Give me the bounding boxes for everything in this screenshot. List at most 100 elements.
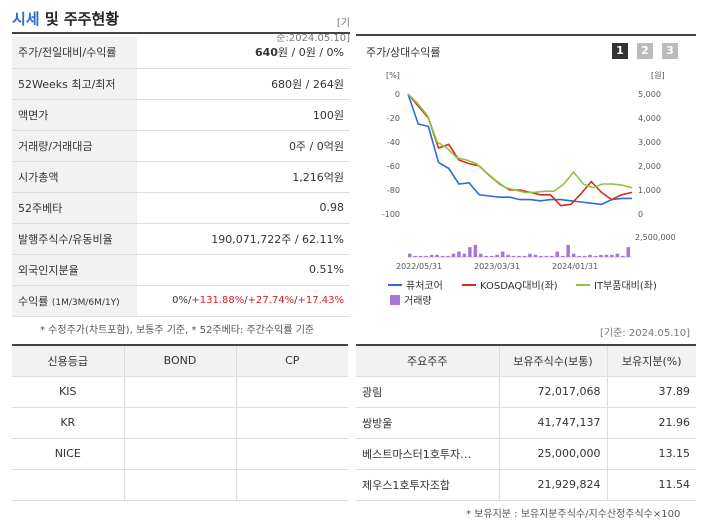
bond-cell xyxy=(123,375,237,408)
y-right-tick: 3,000 xyxy=(638,138,661,147)
table-header-row: 주요주주 보유주식수(보통) 보유지분(%) xyxy=(356,346,696,377)
table-row: KIS xyxy=(12,375,348,408)
row-label: 52Weeks 최고/최저 xyxy=(12,68,137,100)
y-left-tick: -20 xyxy=(387,114,400,123)
volume-bar xyxy=(588,254,592,257)
table-row: 거래량/거래대금 0주 / 0억원 xyxy=(12,130,350,162)
series-line xyxy=(407,93,632,206)
legend-swatch xyxy=(388,283,402,286)
volume-bar xyxy=(571,253,576,257)
row-label: 주가/전일대비/수익률 xyxy=(12,37,137,69)
row-label: 거래량/거래대금 xyxy=(12,130,137,162)
volume-bar xyxy=(544,255,549,257)
y-right-tick: 4,000 xyxy=(638,114,661,123)
quote-table: 주가/전일대비/수익률 640원 / 0원 / 0% 52Weeks 최고/최저… xyxy=(12,37,350,317)
column-header: CP xyxy=(235,346,348,377)
row-label: 52주베타 xyxy=(12,192,137,224)
holder-name: 쌍방울 xyxy=(356,406,500,439)
volume-bar xyxy=(495,254,499,257)
volume-bar xyxy=(550,255,554,257)
holder-pct: 37.89 xyxy=(606,375,696,408)
table-row: 베스트마스터1호투자… 25,000,000 13.15 xyxy=(356,437,696,470)
series-line xyxy=(407,93,633,207)
volume-bar xyxy=(451,253,456,257)
volume-bar xyxy=(440,255,445,257)
chart-panel xyxy=(356,34,696,317)
volume-tick: 2,500,000 xyxy=(635,233,676,242)
row-value: 190,071,722주 / 62.11% xyxy=(137,223,350,255)
volume-bar xyxy=(604,254,609,257)
holder-pct: 13.15 xyxy=(606,437,696,470)
row-value: 0.98 xyxy=(137,192,350,224)
volume-bar xyxy=(506,254,510,257)
volume-bar xyxy=(413,255,417,257)
volume-bar xyxy=(555,251,559,257)
x-tick: 2022/05/31 xyxy=(396,262,442,271)
table-row: 발행주식수/유동비율 190,071,722주 / 62.11% xyxy=(12,223,350,255)
volume-bar xyxy=(408,253,412,257)
left-unit: [%] xyxy=(386,71,400,80)
series-lines xyxy=(407,93,633,207)
section-title: 시세 및 주주현황 xyxy=(12,10,120,28)
agency-cell: KIS xyxy=(12,375,125,408)
row-value: 100원 xyxy=(137,99,350,131)
row-value: 680원 / 264원 xyxy=(137,68,350,100)
volume-bar xyxy=(610,254,614,257)
row-value: 640원 / 0원 / 0% xyxy=(137,37,350,69)
row-value: 0주 / 0억원 xyxy=(137,130,350,162)
legend-series-1: 퓨처코어 xyxy=(388,277,443,292)
volume-bar xyxy=(522,255,527,257)
volume-bar xyxy=(457,251,461,257)
row-value: 1,216억원 xyxy=(137,161,350,193)
volume-bar xyxy=(561,255,565,257)
bond-cell xyxy=(123,437,237,470)
column-header: 주요주주 xyxy=(356,346,500,377)
column-header: 보유지분(%) xyxy=(606,346,696,377)
holder-name: 베스트마스터1호투자… xyxy=(356,437,500,470)
holder-shares: 25,000,000 xyxy=(498,437,608,470)
volume-bar xyxy=(599,254,603,257)
x-tick: 2024/01/31 xyxy=(552,262,598,271)
cp-cell xyxy=(235,468,348,501)
volume-bar xyxy=(473,244,478,257)
bond-cell xyxy=(123,406,237,439)
series-line xyxy=(407,93,633,194)
row-label: 외국인지분율 xyxy=(12,254,137,286)
chart-tab-3[interactable]: 3 xyxy=(662,43,678,59)
y-left-tick: -40 xyxy=(387,138,400,147)
row-label: 발행주식수/유동비율 xyxy=(12,223,137,255)
holder-name: 제우스1호투자조합 xyxy=(356,468,500,501)
table-row: 주가/전일대비/수익률 640원 / 0원 / 0% xyxy=(12,37,350,69)
volume-bar xyxy=(484,255,488,257)
x-tick: 2023/03/31 xyxy=(474,262,520,271)
table-row: KR xyxy=(12,406,348,439)
as-of-date: [기준: 2024.05.10] xyxy=(600,328,691,339)
volume-bars xyxy=(408,244,632,258)
legend-swatch xyxy=(390,294,400,305)
column-header: 보유주식수(보통) xyxy=(498,346,608,377)
column-header: 신용등급 xyxy=(12,346,125,377)
cp-cell xyxy=(235,375,348,408)
volume-bar xyxy=(577,255,581,257)
table-row: 수익률 (1M/3M/6M/1Y) 0%/+131.88%/+27.74%/+1… xyxy=(12,285,350,317)
volume-bar xyxy=(418,255,423,257)
divider xyxy=(12,344,348,346)
volume-bar xyxy=(533,254,538,257)
volume-bar xyxy=(626,247,630,257)
column-header: BOND xyxy=(123,346,237,377)
table-header-row: 신용등급 BOND CP xyxy=(12,346,348,377)
table-row: 제우스1호투자조합 21,929,824 11.54 xyxy=(356,468,696,501)
row-value: 0.51% xyxy=(137,254,350,286)
legend-swatch xyxy=(576,283,590,286)
row-label: 시가총액 xyxy=(12,161,137,193)
volume-bar xyxy=(424,255,428,257)
volume-bar xyxy=(593,255,598,257)
y-right-tick: 1,000 xyxy=(638,186,661,195)
agency-cell xyxy=(12,468,125,501)
chart-tab-1[interactable]: 1 xyxy=(612,43,628,59)
holder-pct: 11.54 xyxy=(606,468,696,501)
chart-tab-2[interactable]: 2 xyxy=(637,43,653,59)
row-label: 수익률 (1M/3M/6M/1Y) xyxy=(12,285,137,317)
bond-cell xyxy=(123,468,237,501)
divider xyxy=(12,32,350,34)
